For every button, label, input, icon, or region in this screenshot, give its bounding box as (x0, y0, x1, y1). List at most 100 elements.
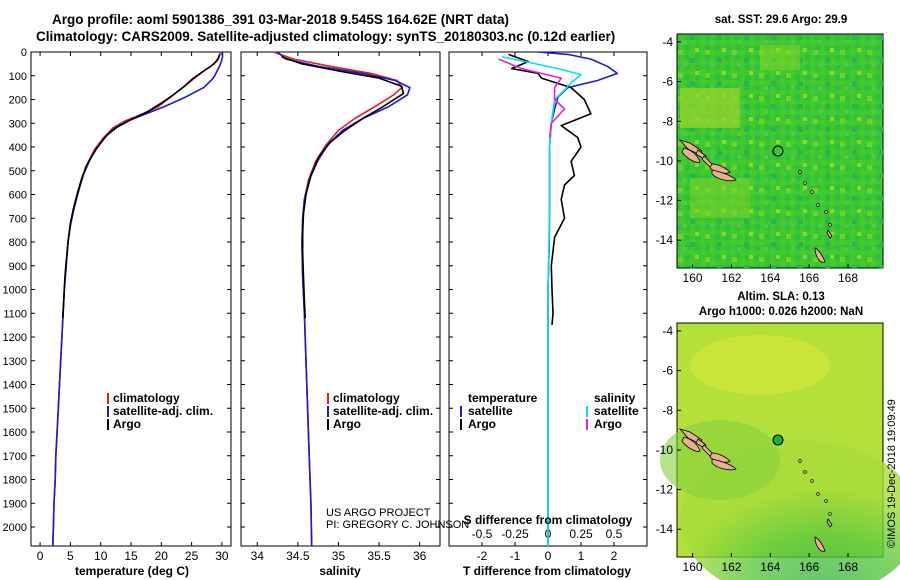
legend-s-satellite: satellite (594, 404, 639, 418)
temperature-legend: climatology satellite-adj. clim. Argo (107, 391, 213, 431)
map-x-tick-label: 164 (760, 560, 780, 574)
difference-x-label: T difference from climatology (463, 564, 631, 578)
map-y-tick-label: -4 (662, 324, 673, 338)
y-tick-label: 1200 (3, 332, 27, 344)
island (826, 229, 833, 239)
map-y-tick-label: -6 (662, 75, 673, 89)
y-tick-label: 300 (9, 118, 27, 130)
temperature-series (52, 51, 224, 547)
island (711, 458, 737, 471)
x-tick-label: 36 (413, 549, 427, 563)
sst-map: 160 162 164 166 168 -4 -6 -8 -10 -12 -14 (656, 33, 884, 285)
temperature-x-label: temperature (deg C) (75, 564, 189, 578)
sst-map-axes: 160 162 164 166 168 -4 -6 -8 -10 -12 -14 (656, 35, 859, 285)
legend-salinity-title: salinity (594, 391, 636, 405)
salinity-series (273, 51, 411, 547)
y-tick-label: 1100 (3, 308, 27, 320)
x-tick-label: 1 (578, 549, 585, 563)
y-tick-label: 2000 (3, 522, 27, 534)
sst-noise-layer (677, 34, 883, 268)
salinity-x-axis: 34 34.5 35 35.5 36 (251, 52, 427, 563)
y-tick-label: 1900 (3, 498, 27, 510)
salinity-legend: climatology satellite-adj. clim. Argo (327, 391, 433, 431)
y-tick-label: 400 (9, 142, 27, 154)
legend-satellite: satellite-adj. clim. (333, 404, 433, 418)
series-line (498, 58, 566, 138)
sst-argo-marker (772, 145, 784, 157)
legend-t-satellite: satellite (468, 404, 513, 418)
salinity-depth-ticks (241, 51, 440, 528)
x-tick-label: 30 (215, 549, 229, 563)
x-top-tick-label: -0.25 (501, 527, 529, 541)
x-tick-label: 34.5 (286, 549, 310, 563)
legend-climatology: climatology (333, 391, 400, 405)
legend-satellite: satellite-adj. clim. (113, 404, 213, 418)
map-x-tick-label: 166 (799, 560, 819, 574)
legend-argo: Argo (113, 417, 141, 431)
x-tick-label: 15 (124, 549, 138, 563)
salinity-panel: 34 34.5 35 35.5 36 salinity climatology sate… (240, 51, 441, 578)
sst-warm-patch (760, 45, 800, 70)
series-line (62, 54, 221, 319)
sst-warm-patch (680, 88, 740, 128)
sst-islands (678, 139, 833, 263)
island (681, 436, 701, 452)
y-tick-label: 1600 (3, 427, 27, 439)
islet (816, 203, 820, 207)
islet (824, 210, 828, 214)
y-tick-label: 1400 (3, 380, 27, 392)
figure-title-line2: Climatology: CARS2009. Satellite-adjuste… (36, 29, 616, 44)
sla-argo-marker (772, 434, 784, 446)
x-tick-label: 0 (37, 549, 44, 563)
y-tick-label: 700 (9, 213, 27, 225)
difference-depth-ticks (449, 51, 647, 528)
y-tick-label: 500 (9, 166, 27, 178)
island (826, 518, 833, 528)
difference-series (498, 51, 619, 546)
x-top-tick-label: 0.25 (569, 527, 593, 541)
map-y-tick-label: -12 (656, 483, 674, 497)
map-y-tick-label: -12 (656, 194, 674, 208)
islet (803, 470, 807, 474)
map-y-tick-label: -14 (656, 522, 674, 536)
depth-axis: 0 100 200 300 400 500 600 700 800 900 1000 1100 1200… (3, 47, 231, 534)
islet (803, 181, 807, 185)
sst-warm-patch (690, 178, 750, 218)
island (681, 147, 701, 163)
map-y-tick-label: -6 (662, 364, 673, 378)
sla-map-axes: 160 162 164 166 168 -4 -6 -8 -10 -12 -14 (656, 324, 859, 574)
map-y-tick-label: -10 (656, 443, 674, 457)
sla-islands (678, 428, 833, 552)
series-line (508, 53, 592, 326)
y-tick-label: 1500 (3, 403, 27, 415)
difference-panel: -2 -1 0 1 2-0.5 -0.25 0 0.25 0.5 T difference fr… (448, 51, 648, 578)
legend-argo: Argo (333, 417, 361, 431)
x-tick-label: 34 (251, 549, 265, 563)
x-top-tick-label: -0.5 (472, 527, 493, 541)
island (814, 536, 826, 552)
difference-legend: temperature satellite Argo salinity sate… (460, 391, 639, 431)
series-line (281, 56, 405, 319)
y-tick-label: 1800 (3, 475, 27, 487)
x-tick-label: 35.5 (367, 549, 391, 563)
map-x-tick-label: 162 (721, 271, 741, 285)
y-tick-label: 1300 (3, 356, 27, 368)
map-y-tick-label: -10 (656, 154, 674, 168)
x-tick-label: 10 (94, 549, 108, 563)
y-tick-label: 1700 (3, 451, 27, 463)
map-x-tick-label: 160 (683, 271, 703, 285)
sst-map-title: sat. SST: 29.6 Argo: 29.9 (714, 14, 848, 26)
x-tick-label: 0 (545, 549, 552, 563)
islet (810, 479, 814, 483)
x-tick-label: 20 (155, 549, 169, 563)
credit-line1: US ARGO PROJECT (326, 507, 431, 519)
temperature-plot-frame (30, 51, 232, 547)
map-y-tick-label: -4 (662, 35, 673, 49)
island (711, 169, 737, 182)
x-tick-label: -1 (510, 549, 521, 563)
y-tick-label: 200 (9, 95, 27, 107)
y-tick-label: 600 (9, 190, 27, 202)
figure-title-line1: Argo profile: aoml 5901386_391 03-Mar-20… (52, 12, 509, 27)
x-tick-label: 25 (185, 549, 199, 563)
islet (798, 459, 802, 463)
